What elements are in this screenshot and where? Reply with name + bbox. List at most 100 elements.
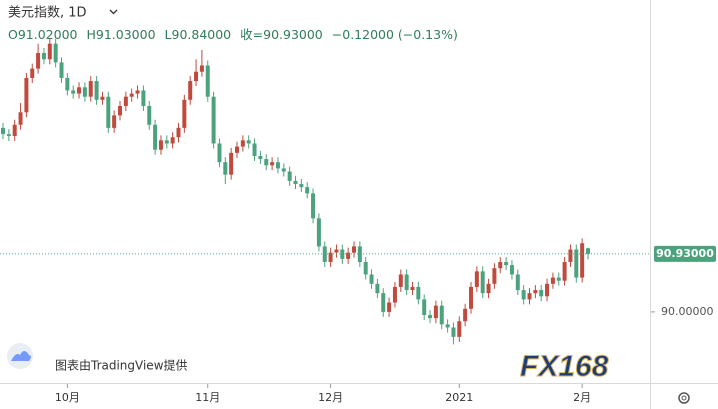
candle-body [433,305,438,319]
candle-body [229,152,234,175]
candle-body [334,249,339,253]
chart-title: 美元指数, 1D [8,6,87,21]
dropdown-icon[interactable] [109,9,118,15]
candle-body [422,299,427,316]
ohlc-item: H91.03000 [86,27,155,42]
candle-body [129,93,134,97]
gear-hub [681,395,687,401]
candle-body [235,146,239,153]
candle-body [182,99,187,128]
candle-body [118,106,122,116]
candle-body [258,155,263,160]
ohlc-item: O91.02000 [8,27,78,42]
candle-body [328,252,333,262]
candle-body [246,140,251,144]
candle-body [352,246,356,253]
candle-body [346,252,351,259]
candle-body [6,134,11,136]
candle-body [574,249,579,278]
candle-body [36,53,41,69]
candle-body [281,168,286,172]
candle-body [53,43,58,63]
candle-body [498,261,503,269]
candle-body [164,140,169,144]
candle-body [375,283,380,294]
candle-body [568,249,573,262]
ohlc-item: 收=90.93000 [240,27,323,42]
x-tick-label: 12月 [318,391,343,404]
candle-body [18,112,23,125]
settings-icon[interactable] [678,392,690,404]
candle-body [77,87,82,94]
candle-body [123,96,128,107]
candle-body [147,106,152,125]
candle-body [416,286,421,300]
candle-body [439,305,444,325]
candle-body [106,96,111,128]
candle-body [1,127,5,135]
x-tick-label: 2021 [445,391,473,404]
x-tick-label: 11月 [195,391,220,404]
candle-body [88,81,93,97]
candle-body [387,302,392,312]
candle-body [240,140,245,147]
candle-body [556,277,561,281]
watermark: 图表由TradingView提供 [55,358,188,373]
candle-body [445,324,450,328]
ohlc-legend: O91.02000 H91.03000 L90.84000 收=90.93000 −0.… [8,27,458,42]
candle-body [24,77,29,113]
candle-body [211,96,216,144]
candle-body [293,180,298,185]
candle-body [562,261,567,281]
plot [1,38,590,345]
candle-body [153,124,158,150]
candle-body [287,171,292,181]
candle-body [217,143,222,163]
candle-body [504,261,509,266]
candle-body [509,265,514,275]
candle-body [223,162,228,175]
candle-body [521,290,526,300]
candle-body [194,71,199,82]
candle-body [451,327,456,337]
candle-body [457,321,462,337]
candle-body [580,243,585,278]
candle-body [474,271,479,287]
ohlc-item: −0.12000 (−0.13%) [332,27,458,42]
candle-body [65,77,70,91]
x-tick-label: 2月 [573,391,591,404]
gear [678,392,690,404]
candle-body [392,286,397,303]
candle-body [275,162,280,169]
candle-body [112,115,117,128]
candle-body [469,286,473,309]
candle-body [480,271,485,294]
candle-body [357,246,362,262]
candle-body [428,315,433,319]
candle-body [264,159,269,166]
candle-body [59,62,64,78]
candle-body [100,96,105,100]
candle-body [94,81,99,100]
x-tick-label: 10月 [55,391,80,404]
candle-body [71,90,76,94]
candle-body [311,193,316,219]
candle-body [199,65,204,72]
attribution: 图表由TradingView提供 [7,343,188,373]
candle-body [545,283,550,297]
candle-body [533,290,538,294]
candle-body [398,274,403,287]
candle-body [12,124,17,136]
candle-body [41,53,46,60]
candle-body [550,277,555,284]
candle-body [205,65,210,97]
candle-body [492,268,497,284]
candle-body [527,293,532,300]
candle-body [586,248,590,254]
candle-body [176,127,181,138]
candle-body [463,308,468,322]
candle-body [316,218,321,247]
candle-body [363,261,368,275]
candle-body [141,90,146,107]
